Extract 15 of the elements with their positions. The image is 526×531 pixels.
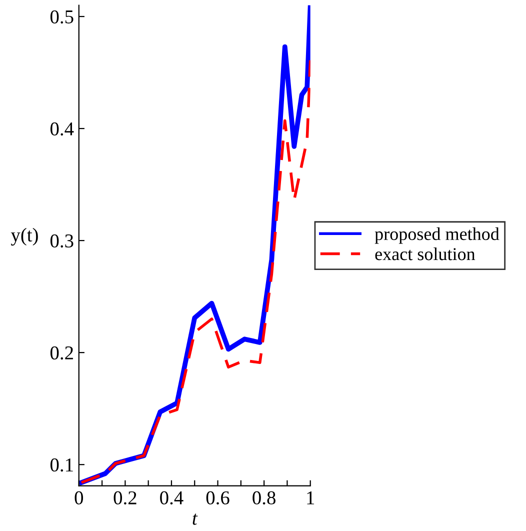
x-tick-label: 1 <box>307 491 314 504</box>
x-tick-label: 0.8 <box>252 491 276 504</box>
x-tick-label: 0.6 <box>206 491 230 504</box>
x-tick-label: 0 <box>74 491 84 504</box>
x-tick-label: 0.4 <box>160 491 184 504</box>
y-tick-label: 0.4 <box>50 122 74 136</box>
legend-label: exact solution <box>375 248 476 260</box>
y-tick-label: 0.1 <box>50 458 73 472</box>
x-axis-title: t <box>192 514 198 525</box>
y-tick-label: 0.5 <box>50 10 74 24</box>
y-axis-title: y(t) <box>10 228 38 246</box>
y-tick-label: 0.2 <box>50 346 73 360</box>
x-tick-label: 0.2 <box>114 491 136 504</box>
legend-label: proposed method <box>374 227 500 244</box>
y-tick-label: 0.3 <box>50 234 74 248</box>
